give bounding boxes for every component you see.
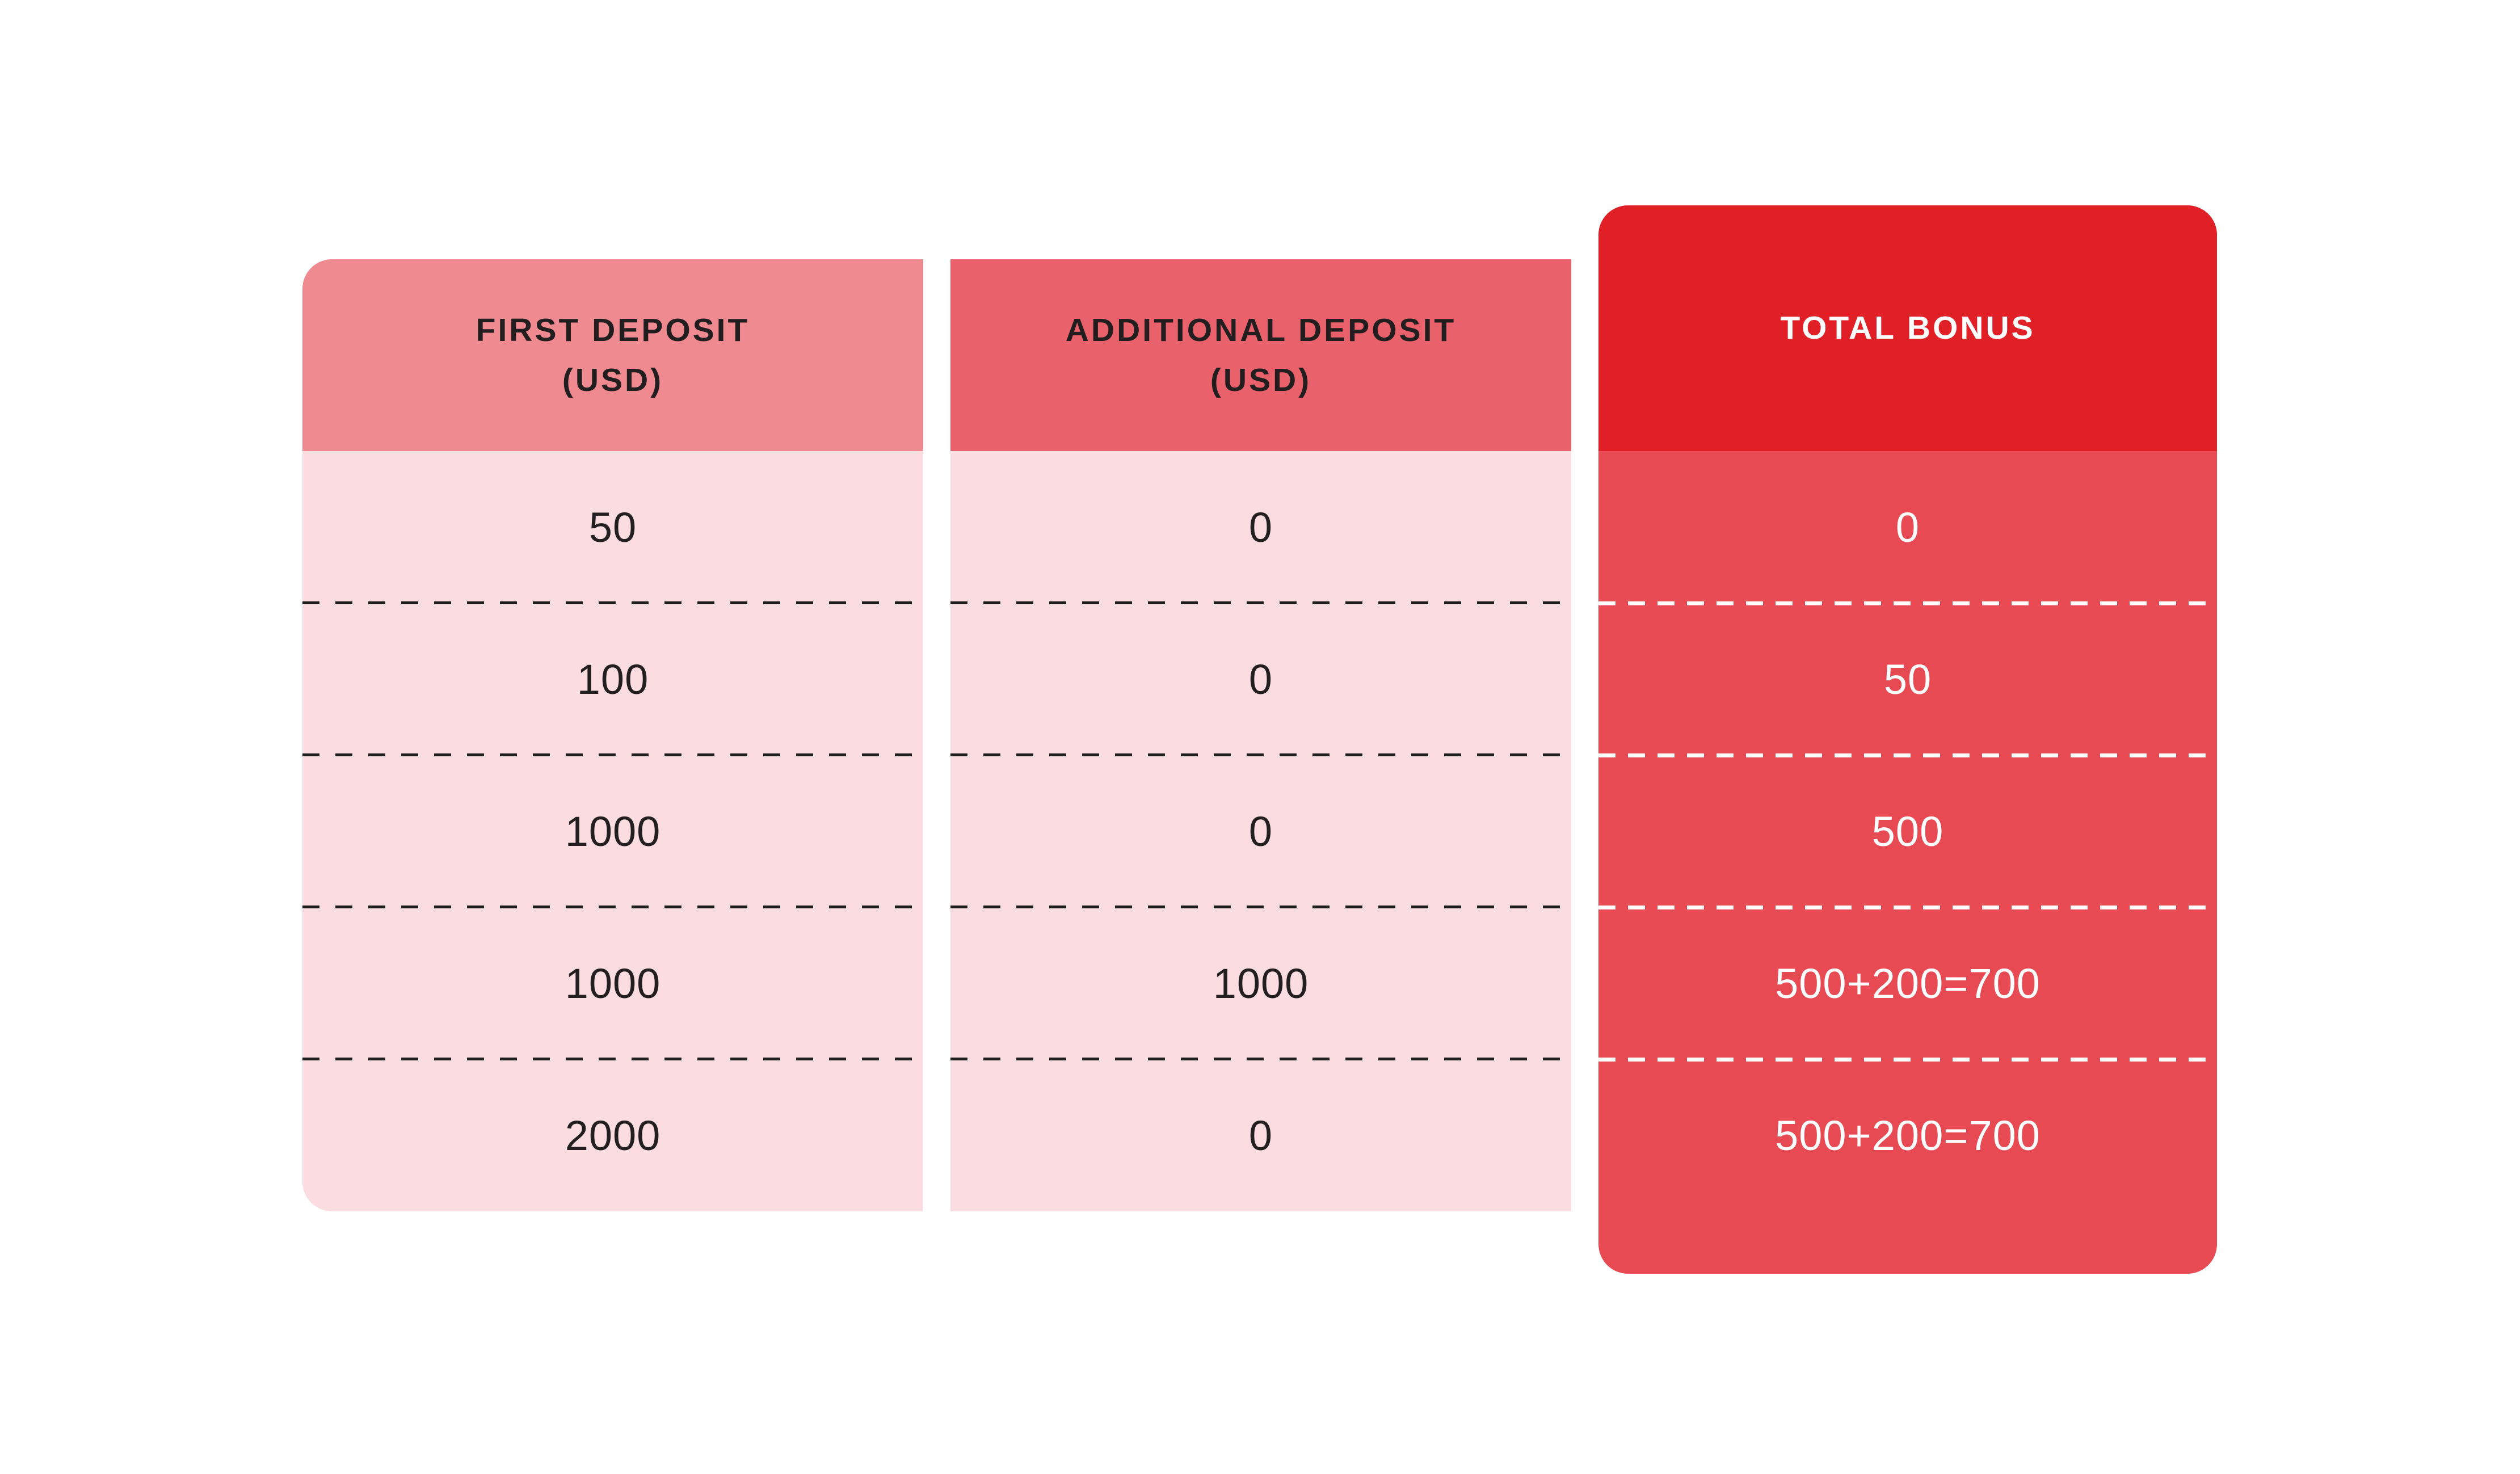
row-divider [1598, 753, 2217, 757]
column-body-additional-deposit: 0 0 0 1000 0 [950, 451, 1571, 1211]
row-divider [302, 906, 923, 908]
table-cell: 500+200=700 [1775, 1111, 2041, 1159]
header-line-2: (USD) [1210, 362, 1312, 398]
table-cell: 1000 [1213, 959, 1309, 1007]
table-cell: 1000 [565, 959, 661, 1007]
table-cell: 0 [1895, 503, 1920, 551]
row-divider [302, 753, 923, 756]
table-cell: 50 [588, 503, 637, 551]
table-cell: 2000 [565, 1111, 661, 1159]
table-cell: 500 [1871, 807, 1944, 855]
column-body-first-deposit: 50 100 1000 1000 2000 [302, 451, 923, 1211]
header-line-2: (USD) [562, 362, 664, 398]
table-cell: 0 [1248, 655, 1273, 703]
column-header-total-bonus: TOTAL BONUS [1598, 205, 2217, 451]
column-header-first-deposit: FIRST DEPOSIT (USD) [302, 259, 923, 451]
column-body-total-bonus: 0 50 500 500+200=700 500+200=700 [1598, 451, 2217, 1274]
row-divider [950, 1058, 1571, 1060]
table-cell: 0 [1248, 503, 1273, 551]
row-divider [1598, 601, 2217, 605]
table-cell: 0 [1248, 1111, 1273, 1159]
row-divider [950, 906, 1571, 908]
table-cell: 100 [577, 655, 649, 703]
table-cell: 1000 [565, 807, 661, 855]
header-line-1: TOTAL BONUS [1780, 310, 2035, 347]
row-divider [950, 601, 1571, 604]
header-line-1: ADDITIONAL DEPOSIT [1065, 311, 1457, 348]
row-divider [1598, 1058, 2217, 1062]
row-divider [302, 1058, 923, 1060]
row-divider [1598, 906, 2217, 909]
column-additional-deposit: ADDITIONAL DEPOSIT (USD) 0 0 0 1000 0 [950, 259, 1571, 1211]
column-header-additional-deposit: ADDITIONAL DEPOSIT (USD) [950, 259, 1571, 451]
row-divider [950, 753, 1571, 756]
table-cell: 0 [1248, 807, 1273, 855]
header-line-1: FIRST DEPOSIT [476, 311, 750, 348]
row-divider [302, 601, 923, 604]
column-total-bonus: TOTAL BONUS 0 50 500 500+200=700 500+200… [1598, 205, 2217, 1274]
table-cell: 500+200=700 [1775, 959, 2041, 1007]
table-cell: 50 [1883, 655, 1932, 703]
column-first-deposit: FIRST DEPOSIT (USD) 50 100 1000 1000 200… [302, 259, 923, 1211]
